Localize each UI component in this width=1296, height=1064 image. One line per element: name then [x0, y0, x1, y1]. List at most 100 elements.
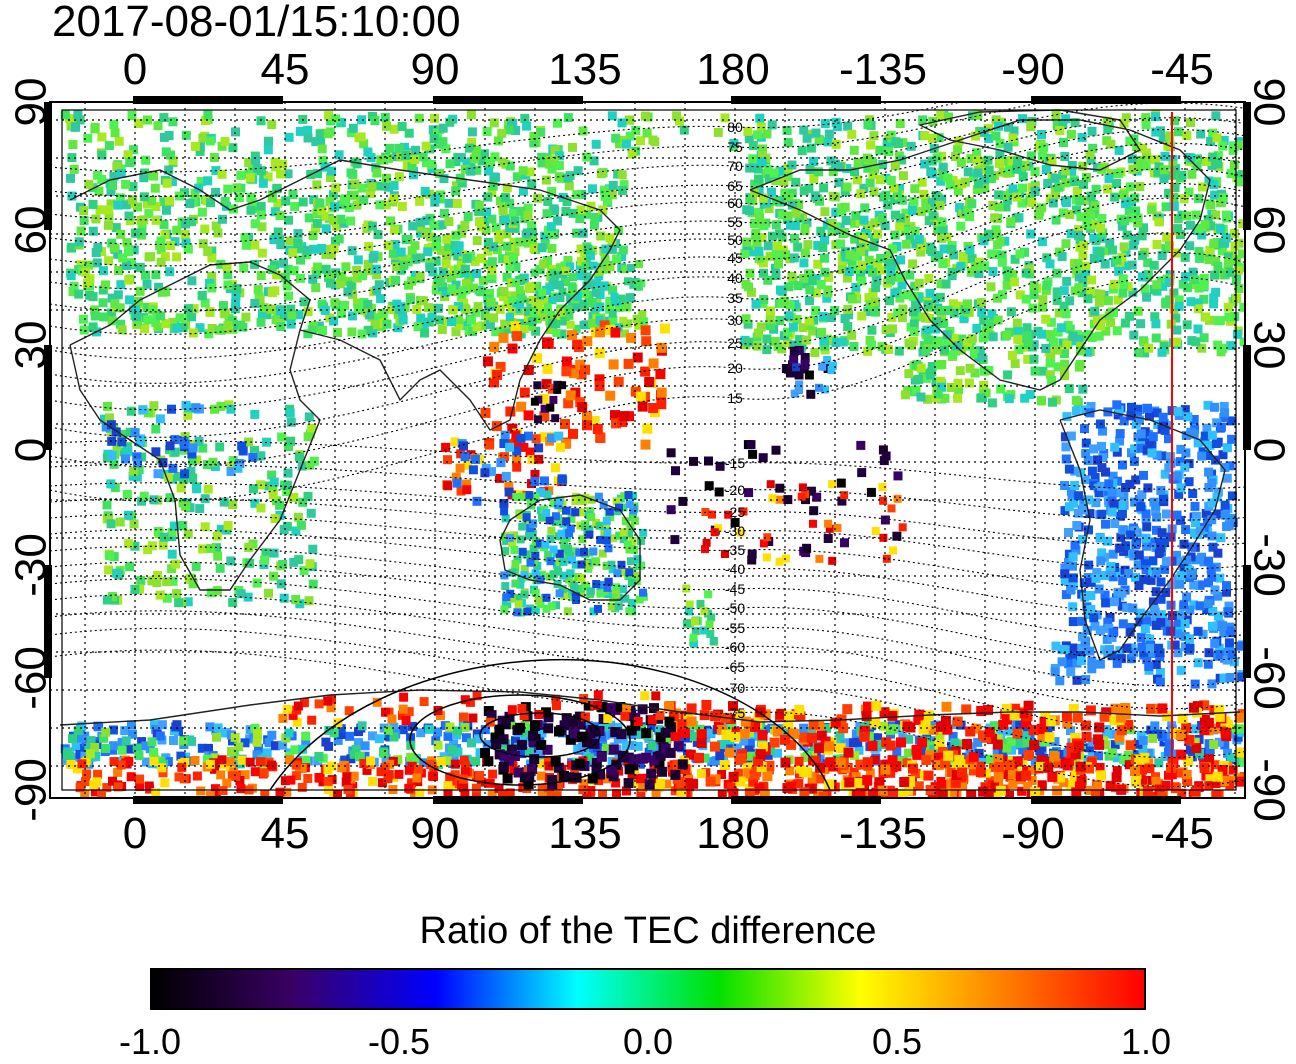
contour-label: 45: [727, 250, 743, 266]
contour-line: [50, 214, 1245, 411]
contour-label: 65: [727, 178, 743, 194]
bottom-lon-tick: 45: [261, 809, 310, 858]
right-lat-tick: 0: [1244, 438, 1293, 462]
contour-line: [50, 168, 1245, 335]
bottom-lon-tick: 180: [696, 809, 769, 858]
contour-label: 75: [727, 139, 743, 155]
left-lat-tick: -60: [7, 646, 56, 710]
contour-line: [50, 497, 1245, 570]
map-inner-border: [61, 109, 1237, 791]
contour-line: [50, 276, 1245, 502]
magnetic-latitude-contours: [50, 102, 1245, 788]
coastline-asia: [299, 209, 621, 431]
bottom-lon-tick: 135: [548, 809, 621, 858]
right-lat-tick: 60: [1244, 206, 1293, 255]
contour-line: [50, 102, 965, 173]
contour-label: -15: [725, 455, 745, 471]
bottom-lon-tick: 0: [123, 809, 147, 858]
contour-label: 20: [727, 360, 743, 376]
timestamp-title: 2017-08-01/15:10:00: [52, 0, 461, 46]
contour-line: [50, 463, 1245, 521]
bottom-lon-tick: 90: [411, 809, 460, 858]
top-lon-tick: -45: [1150, 45, 1214, 94]
coastline-antarctica: [59, 689, 1241, 726]
contour-label: -45: [725, 581, 745, 597]
contour-label: -25: [725, 504, 745, 520]
contour-line: [50, 578, 1245, 687]
top-lon-tick: 180: [696, 45, 769, 94]
right-lat-tick: -90: [1244, 758, 1293, 822]
left-lat-tick: -30: [7, 533, 56, 597]
top-lon-tick: -135: [839, 45, 927, 94]
contour-line: [50, 649, 1245, 788]
contour-line: [50, 610, 1245, 734]
top-lon-tick: 45: [261, 45, 310, 94]
top-lon-tick: 0: [123, 45, 147, 94]
contour-label: 80: [727, 119, 743, 135]
colorbar-title: Ratio of the TEC difference: [419, 910, 877, 952]
right-latitude-ticks: 90 60 30 0 -30 -60 -90: [1244, 78, 1293, 822]
magnetic-pole-contours: [269, 658, 831, 791]
contour-label: -70: [725, 680, 745, 696]
coastline-europe-africa: [69, 261, 321, 591]
bottom-lon-tick: -135: [839, 809, 927, 858]
contour-label: -75: [725, 705, 745, 721]
bottom-longitude-ticks: 0 45 90 135 180 -135 -90 -45: [123, 809, 1214, 858]
bottom-lon-tick: -90: [1001, 809, 1065, 858]
contour-line: [50, 102, 1245, 221]
contour-label: 30: [727, 312, 743, 328]
top-lon-tick: -90: [1001, 45, 1065, 94]
contour-line: [50, 513, 1245, 593]
left-lat-tick: 60: [7, 206, 56, 255]
contour-label: 40: [727, 270, 743, 286]
contour-line: [50, 482, 1245, 547]
coastlines: [59, 109, 1241, 726]
contour-label: 15: [727, 390, 743, 406]
contour-label: 35: [727, 290, 743, 306]
contour-label: -30: [725, 523, 745, 539]
contour-line: [50, 232, 1245, 438]
contour-label: 55: [727, 214, 743, 230]
contour-label: -60: [725, 639, 745, 655]
contour-label: -40: [725, 561, 745, 577]
top-lon-tick: 135: [548, 45, 621, 94]
left-latitude-ticks: 90 60 30 0 -30 -60 -90: [7, 78, 56, 822]
contour-label: -20: [725, 482, 745, 498]
right-lat-tick: 90: [1244, 78, 1293, 127]
colorbar: [150, 968, 1146, 1010]
contour-line: [50, 251, 1245, 468]
left-lat-tick: 0: [7, 438, 56, 462]
coastline-south-america: [1059, 409, 1226, 661]
right-lat-tick: 30: [1244, 321, 1293, 370]
magnetic-pole-contour-mid: [409, 694, 631, 786]
tec-data-layer: [60, 110, 1245, 798]
contour-line: [50, 439, 1245, 490]
coastline-north-america: [749, 119, 1211, 391]
colorbar-tick: 0.0: [622, 1021, 674, 1062]
contour-label: -65: [725, 659, 745, 675]
magnetic-pole-contour-outer: [269, 658, 831, 791]
contour-label: 25: [727, 335, 743, 351]
map-frame: [44, 96, 1251, 804]
contour-line: [50, 197, 1245, 384]
top-lon-tick: 90: [411, 45, 460, 94]
contour-line: [50, 593, 1245, 710]
contour-line: [50, 627, 1245, 759]
magnetic-pole-contour-inner: [479, 712, 601, 758]
colorbar-tick: 1.0: [1120, 1021, 1172, 1062]
contour-line: [50, 102, 1048, 197]
contour-line: [50, 142, 1245, 290]
contour-line: [50, 155, 1245, 313]
contour-label: 70: [727, 158, 743, 174]
contour-line: [50, 182, 1245, 360]
contour-label: 50: [727, 232, 743, 248]
left-lat-tick: -90: [7, 758, 56, 822]
right-lat-tick: -60: [1244, 646, 1293, 710]
contour-label: -55: [725, 620, 745, 636]
graticule: [50, 102, 1245, 798]
contour-line: [50, 545, 1245, 640]
left-lat-tick: 90: [7, 78, 56, 127]
contour-label: -50: [725, 600, 745, 616]
left-lat-tick: 30: [7, 321, 56, 370]
